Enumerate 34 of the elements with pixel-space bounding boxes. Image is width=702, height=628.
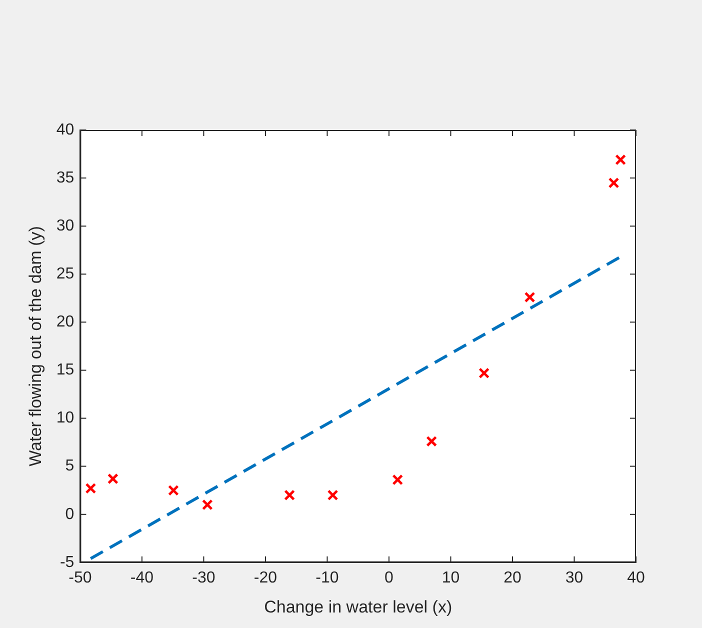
point — [284, 490, 296, 501]
x-axis-title: Change in water level (x) — [264, 597, 452, 616]
x-tick-label: 30 — [565, 569, 584, 586]
y-tick-label: 5 — [65, 458, 74, 475]
point — [85, 482, 96, 494]
y-tick-label: 40 — [56, 121, 74, 138]
point — [168, 484, 179, 496]
y-tick-label: 0 — [65, 506, 74, 523]
x-tick-label: -10 — [316, 569, 339, 586]
x-tick-label: 40 — [627, 569, 645, 586]
y-tick-label: 10 — [56, 410, 74, 427]
y-tick-label: 30 — [56, 217, 74, 234]
y-tick-label: 15 — [56, 362, 74, 379]
x-tick-label: 20 — [504, 569, 522, 586]
point — [392, 474, 404, 486]
y-axis-title: Water flowing out of the dam (y) — [26, 226, 45, 466]
x-tick-label: -40 — [130, 569, 154, 586]
x-tick-label: -50 — [68, 569, 92, 586]
x-tick-label: 10 — [442, 569, 460, 586]
point — [107, 473, 118, 484]
point — [615, 154, 626, 166]
y-tick-label: -5 — [60, 554, 74, 571]
x-tick-label: 0 — [384, 569, 394, 586]
point — [608, 177, 620, 188]
point — [327, 490, 338, 501]
y-tick-label: 20 — [56, 314, 74, 331]
point — [202, 499, 213, 510]
point — [478, 368, 490, 379]
x-tick-label: -30 — [192, 569, 216, 586]
y-tick-label: 35 — [56, 169, 74, 186]
x-tick-label: -20 — [254, 569, 278, 586]
point — [524, 292, 536, 303]
point — [426, 436, 438, 447]
y-tick-label: 25 — [56, 266, 74, 283]
